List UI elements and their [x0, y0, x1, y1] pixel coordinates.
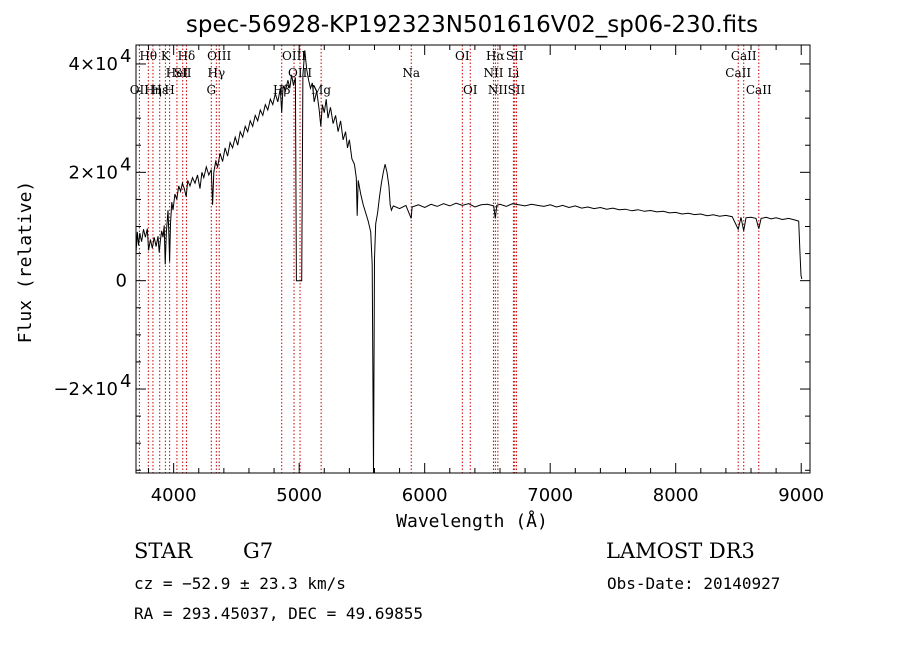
spectral-line-label: K — [161, 49, 171, 63]
spectral-line-label: Hα — [486, 49, 505, 63]
y-tick-labels: 4×10 42×10 40−2×10 4 — [53, 46, 131, 400]
spectral-line-label: SII — [506, 49, 524, 63]
spectral-line-label: CaII — [746, 83, 772, 97]
x-tick-label: 8000 — [653, 485, 699, 506]
spectral-line-markers — [138, 45, 760, 473]
spectral-line-label: CaII — [731, 49, 757, 63]
spectral-line-label: Hθ — [139, 49, 157, 63]
y-tick-label: 2×10 — [69, 162, 118, 183]
spectral-line-label: OI — [455, 49, 470, 63]
y-tick-label: 4×10 — [69, 54, 118, 75]
spectral-line-label: Hε — [151, 83, 168, 97]
x-tick-label: 5000 — [276, 485, 322, 506]
y-axis-label: Flux (relative) — [15, 181, 36, 344]
flux-series-line — [135, 50, 803, 474]
y-tick-label: −2×10 — [53, 379, 118, 400]
y-tick-exponent: 4 — [120, 371, 131, 392]
x-axis-label: Wavelength (Å) — [396, 510, 548, 532]
spectral-line-label: OII — [130, 83, 150, 97]
x-tick-label: 6000 — [402, 485, 448, 506]
spectral-line-label: SII — [174, 66, 192, 80]
y-tick-label: 0 — [116, 271, 127, 292]
plot-frame — [135, 44, 811, 474]
chart-title: spec-56928-KP192323N501616V02_sp06-230.f… — [186, 12, 758, 38]
spectral-line-labels: OII HεKHHeISIIHδGHγOIIIHβOIIIOIIIMgNaOIOI… — [130, 49, 772, 97]
spectral-line-label: Hγ — [208, 66, 226, 80]
spectral-line-label: H — [164, 83, 174, 97]
y-tick-exponent: 4 — [120, 154, 131, 175]
spectral-line-label: CaII — [725, 66, 751, 80]
axis-ticks — [136, 45, 810, 473]
redshift-cz: cz = −52.9 ± 23.3 km/s — [134, 574, 346, 593]
spectral-line-label: HeI — [166, 66, 189, 80]
spectral-line-label: OIII — [282, 49, 306, 63]
ra-dec-coordinates: RA = 293.45037, DEC = 49.69855 — [134, 604, 423, 623]
spectral-line-label: SII — [508, 83, 526, 97]
x-tick-label: 7000 — [527, 485, 573, 506]
spectral-line-label: NII — [488, 83, 508, 97]
object-class: STAR — [134, 539, 193, 563]
spectral-line-label: Mg — [311, 83, 331, 97]
spectral-line-label: Li — [508, 66, 520, 80]
x-tick-label: 9000 — [778, 485, 824, 506]
spectral-line-label: Na — [402, 66, 420, 80]
object-subclass: G7 — [243, 539, 273, 563]
spectral-line-label: NII — [483, 66, 503, 80]
spectral-line-label: G — [207, 83, 217, 97]
spectral-line-label: OIII — [207, 49, 231, 63]
spectral-line-label: Hδ — [178, 49, 196, 63]
spectral-line-label: OI — [463, 83, 478, 97]
x-tick-label: 4000 — [151, 485, 197, 506]
x-tick-labels: 4000 5000 6000 7000 8000 9000 — [151, 485, 824, 506]
observation-date: Obs-Date: 20140927 — [607, 574, 780, 593]
spectral-line-label: Hη — [144, 83, 162, 97]
survey-name: LAMOST DR3 — [606, 539, 755, 563]
y-tick-exponent: 4 — [120, 46, 131, 67]
